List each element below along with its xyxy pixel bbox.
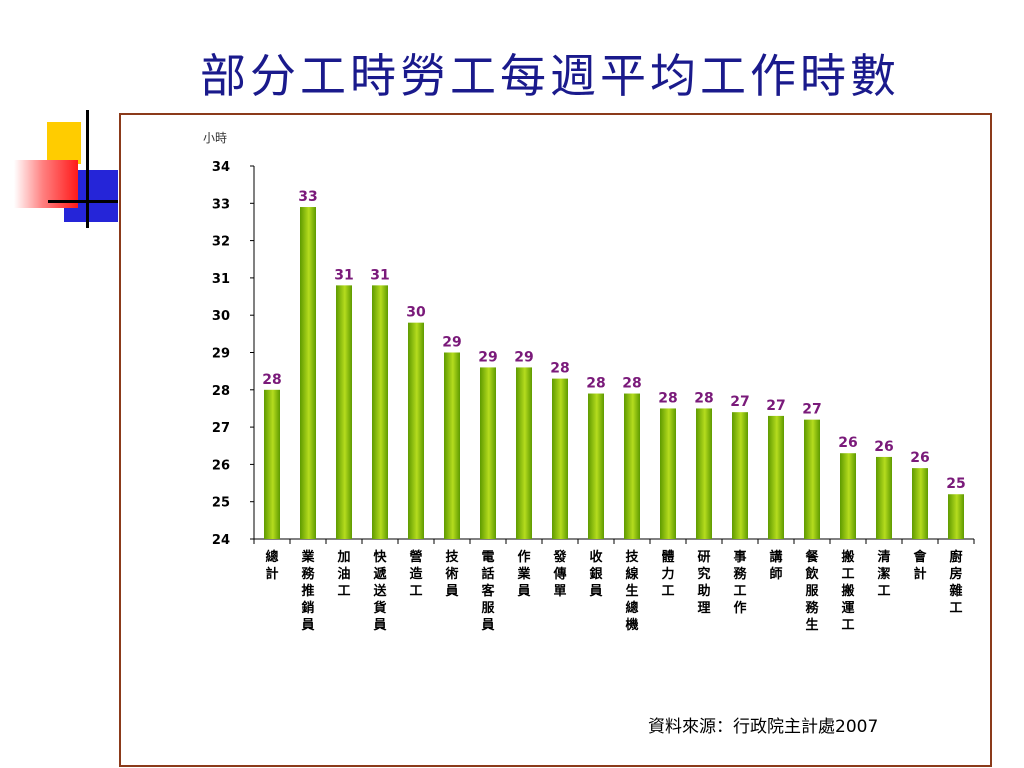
data-label: 29 (514, 349, 533, 365)
y-tick-label: 30 (212, 309, 230, 324)
bars: 28 總計 33 業務推銷員 31 加油工 31 快遞送貨員 30 營造工 29 技術員 29 電話客服員… (262, 189, 965, 633)
data-label: 31 (334, 267, 353, 283)
bar (660, 408, 676, 539)
category-label: 體力工 (661, 549, 674, 599)
bar-chart: 小時 24 25 26 27 28 29 30 31 32 33 34 28 總計 33 業務推銷員 31 加… (203, 131, 975, 633)
bar (912, 468, 928, 539)
data-label: 31 (370, 267, 389, 283)
data-label: 28 (262, 372, 281, 388)
bar (876, 456, 892, 539)
data-label: 33 (298, 189, 317, 205)
bar (408, 322, 424, 539)
data-label: 29 (478, 349, 497, 365)
data-label: 28 (586, 376, 605, 392)
bar (840, 453, 856, 539)
data-label: 28 (658, 390, 677, 406)
category-label: 快遞送貨員 (372, 549, 387, 633)
horizontal-line (48, 200, 118, 203)
bar (444, 352, 460, 539)
data-label: 27 (730, 394, 749, 410)
y-tick-label: 27 (212, 421, 230, 436)
category-label: 技術員 (444, 549, 459, 599)
bar (264, 389, 280, 539)
category-label: 餐飲服務生 (804, 549, 819, 633)
bar (732, 412, 748, 539)
data-label: 27 (766, 398, 785, 414)
data-label: 30 (406, 305, 426, 321)
y-tick-label: 24 (212, 533, 230, 548)
bar (948, 494, 964, 539)
bar (804, 419, 820, 539)
category-label: 收銀員 (588, 549, 603, 599)
category-label: 搬工搬運工 (841, 549, 854, 633)
category-label: 加油工 (336, 550, 350, 599)
bar (588, 393, 604, 539)
data-label: 25 (946, 476, 965, 492)
category-label: 事務工作 (733, 549, 747, 616)
data-label: 26 (838, 435, 857, 451)
bar (300, 207, 316, 539)
category-label: 業務推銷員 (300, 549, 315, 633)
bar (552, 378, 568, 539)
y-tick-label: 31 (212, 272, 230, 287)
y-tick-label: 32 (212, 235, 230, 250)
data-label: 28 (622, 376, 641, 392)
category-label: 研究助理 (697, 550, 710, 616)
bar (372, 285, 388, 539)
data-label: 28 (550, 361, 569, 377)
bar (696, 408, 712, 539)
axes: 24 25 26 27 28 29 30 31 32 33 34 (212, 160, 975, 548)
slide-title: 部分工時勞工每週平均工作時數 (200, 49, 900, 103)
category-label: 清潔工 (877, 549, 890, 599)
y-tick-label: 34 (212, 160, 230, 175)
category-label: 發傳單 (552, 549, 566, 599)
vertical-line (86, 110, 89, 228)
category-label: 會計 (913, 549, 927, 582)
category-label: 作業員 (516, 549, 531, 599)
data-label: 26 (874, 439, 893, 455)
category-label: 電話客服員 (480, 550, 495, 633)
y-tick-label: 26 (212, 458, 230, 473)
bar (624, 393, 640, 539)
bar (516, 367, 532, 539)
data-label: 26 (910, 450, 929, 466)
y-tick-label: 25 (212, 496, 230, 511)
bar (768, 415, 784, 539)
category-label: 總計 (265, 549, 278, 582)
y-tick-label: 33 (212, 197, 230, 212)
y-axis-unit-label: 小時 (203, 131, 227, 145)
chart-frame: 小時 24 25 26 27 28 29 30 31 32 33 34 28 總計 33 業務推銷員 31 加… (119, 113, 992, 767)
category-label: 技線生總機 (625, 549, 639, 633)
category-label: 講師 (769, 549, 782, 582)
category-label: 廚房雜工 (949, 549, 962, 616)
data-label: 29 (442, 335, 461, 351)
bar (336, 285, 352, 539)
category-label: 營造工 (409, 549, 423, 599)
bar (480, 367, 496, 539)
data-label: 28 (694, 390, 713, 406)
yellow-square (47, 122, 81, 164)
y-tick-label: 28 (212, 384, 230, 399)
source-note: 資料來源：行政院主計處2007 (648, 717, 879, 737)
data-label: 27 (802, 402, 821, 418)
y-tick-label: 29 (212, 347, 230, 362)
